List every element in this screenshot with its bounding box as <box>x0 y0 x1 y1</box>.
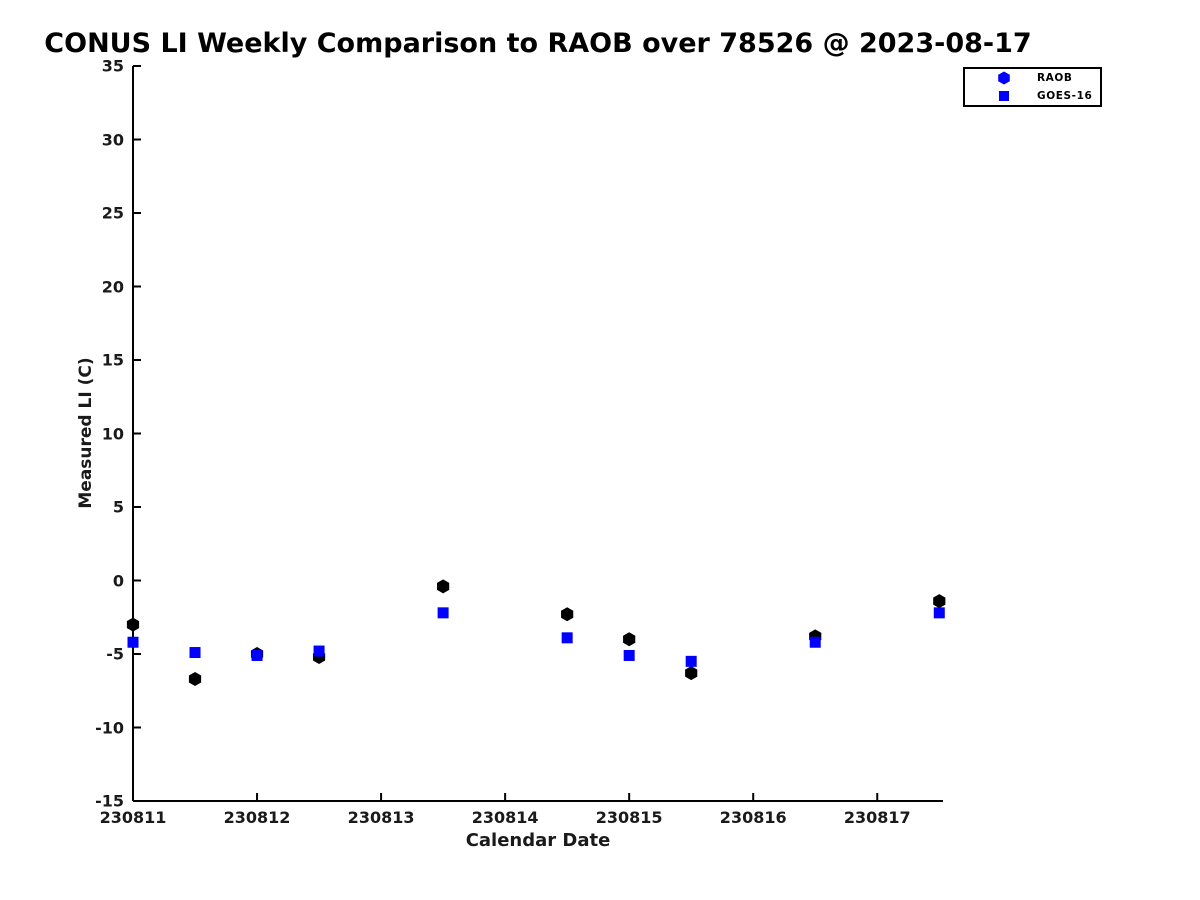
y-tick-label: 25 <box>101 203 124 223</box>
goes16-square-icon <box>999 91 1009 101</box>
y-tick-label: 20 <box>101 277 124 296</box>
goes16-marker <box>313 645 325 657</box>
plot-area <box>126 65 946 802</box>
legend-label-raob: RAOB <box>1037 72 1073 84</box>
goes16-marker <box>623 649 635 661</box>
y-tick-label: 15 <box>101 350 124 370</box>
legend-box: RAOB GOES-16 <box>963 67 1102 107</box>
raob-marker <box>188 671 202 686</box>
goes16-marker <box>189 647 201 659</box>
goes16-marker <box>933 607 945 619</box>
raob-marker <box>561 607 574 622</box>
y-tick-label: 0 <box>112 571 124 590</box>
x-tick-label: 230813 <box>347 808 415 827</box>
goes16-marker <box>437 607 449 619</box>
raob-marker <box>437 579 450 594</box>
goes16-marker <box>685 655 697 667</box>
y-axis-label: Measured LI (C) <box>76 357 96 509</box>
plot-canvas <box>126 65 946 802</box>
x-axis-label: Calendar Date <box>465 830 611 851</box>
goes16-marker <box>251 649 263 661</box>
x-tick-label: 230816 <box>719 808 787 827</box>
y-tick-label: 10 <box>101 424 124 443</box>
raob-marker <box>623 632 636 647</box>
x-tick-label: 230817 <box>843 808 911 827</box>
y-tick-label: 35 <box>101 56 124 76</box>
y-tick-label: -15 <box>95 791 124 811</box>
x-tick-label: 230815 <box>595 808 663 827</box>
y-tick-label: -5 <box>106 644 124 664</box>
x-tick-label: 230812 <box>223 808 291 827</box>
raob-marker <box>685 666 698 681</box>
legend-item-raob: RAOB <box>965 69 1100 87</box>
goes16-marker <box>127 636 139 648</box>
legend-item-goes16: GOES-16 <box>965 87 1100 105</box>
raob-hexagon-icon <box>998 71 1010 85</box>
raob-marker <box>933 594 946 609</box>
goes16-marker <box>809 636 821 648</box>
chart-title: CONUS LI Weekly Comparison to RAOB over … <box>44 28 1032 59</box>
y-tick-label: -10 <box>95 718 124 737</box>
x-tick-label: 230811 <box>99 808 167 827</box>
y-tick-label: 30 <box>101 130 124 149</box>
x-tick-label: 230814 <box>471 808 539 827</box>
raob-marker <box>126 617 140 632</box>
y-tick-label: 5 <box>112 497 124 517</box>
goes16-marker <box>561 632 573 644</box>
legend-label-goes16: GOES-16 <box>1037 90 1093 102</box>
